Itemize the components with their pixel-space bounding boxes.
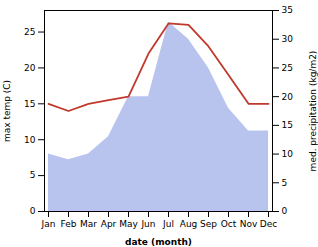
svg-text:date (month): date (month) bbox=[125, 237, 192, 247]
svg-text:0: 0 bbox=[282, 206, 288, 216]
svg-text:Nov: Nov bbox=[240, 219, 258, 229]
svg-text:Dec: Dec bbox=[260, 219, 277, 229]
svg-text:15: 15 bbox=[24, 99, 35, 109]
svg-text:20: 20 bbox=[24, 63, 36, 73]
svg-text:Aug: Aug bbox=[180, 219, 198, 229]
svg-text:30: 30 bbox=[282, 34, 294, 44]
svg-text:5: 5 bbox=[282, 178, 288, 188]
svg-text:20: 20 bbox=[282, 92, 294, 102]
svg-text:Apr: Apr bbox=[101, 219, 117, 229]
svg-text:Jan: Jan bbox=[41, 219, 56, 229]
svg-text:15: 15 bbox=[282, 120, 293, 130]
svg-text:Jul: Jul bbox=[162, 219, 174, 229]
svg-text:25: 25 bbox=[282, 63, 293, 73]
svg-text:Feb: Feb bbox=[61, 219, 77, 229]
svg-text:35: 35 bbox=[282, 5, 293, 15]
svg-text:max temp (C): max temp (C) bbox=[2, 80, 12, 142]
svg-text:May: May bbox=[119, 219, 138, 229]
svg-text:5: 5 bbox=[30, 170, 36, 180]
svg-text:0: 0 bbox=[30, 206, 36, 216]
svg-text:med. precipitation (kg/m2): med. precipitation (kg/m2) bbox=[308, 51, 318, 172]
svg-text:Jun: Jun bbox=[140, 219, 155, 229]
svg-text:10: 10 bbox=[24, 135, 36, 145]
svg-text:Sep: Sep bbox=[200, 219, 217, 229]
svg-text:Mar: Mar bbox=[80, 219, 97, 229]
svg-text:Oct: Oct bbox=[221, 219, 237, 229]
svg-text:10: 10 bbox=[282, 149, 294, 159]
svg-text:25: 25 bbox=[24, 27, 35, 37]
